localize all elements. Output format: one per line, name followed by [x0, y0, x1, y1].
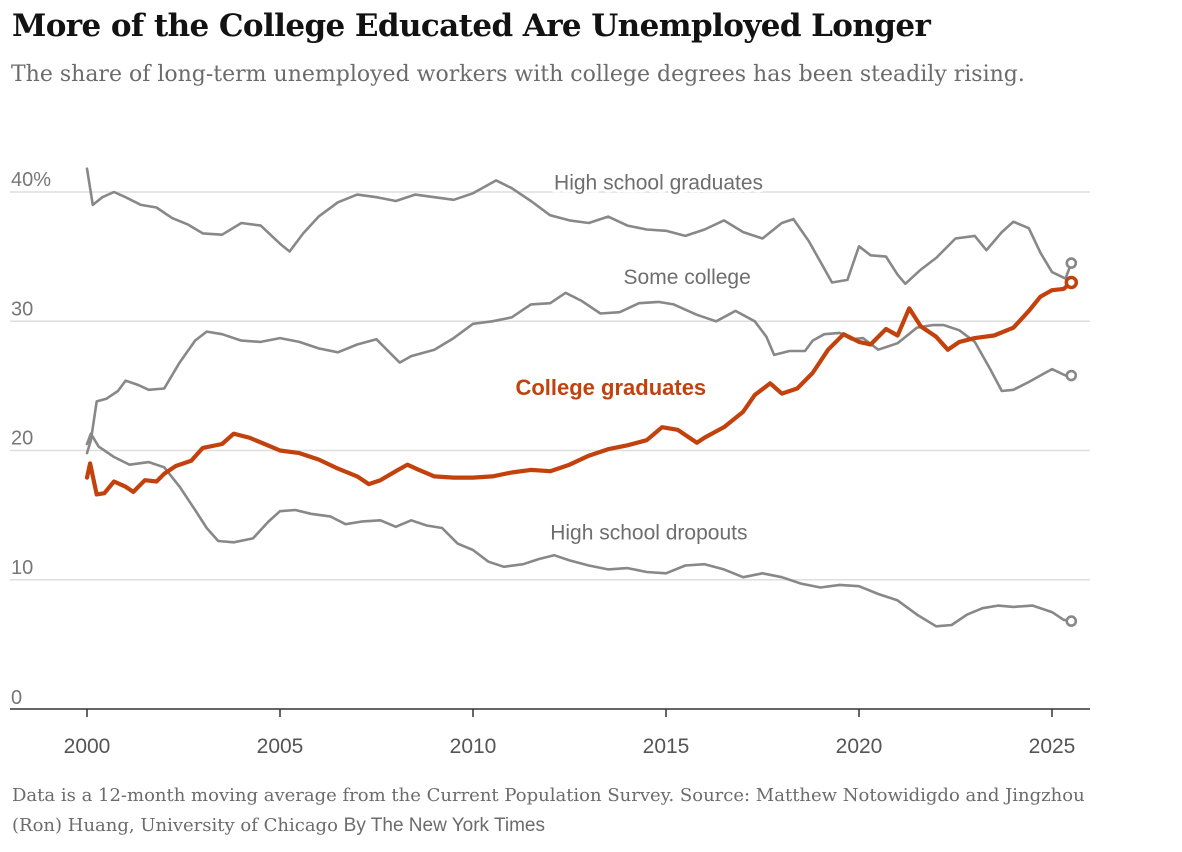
x-tick-label: 2010	[450, 735, 497, 758]
x-axis-ticks: 2000 2005 2010 2015 2020 2025	[64, 709, 1076, 758]
y-tick-label: 30	[11, 298, 33, 320]
chart-title: More of the College Educated Are Unemplo…	[12, 8, 931, 44]
x-tick-label: 2020	[836, 735, 883, 758]
chart-footnote: Data is a 12-month moving average from t…	[12, 781, 1112, 841]
y-tick-label: 0	[11, 687, 22, 709]
byline: By The New York Times	[343, 815, 546, 836]
series-label-some-college: Some college	[624, 266, 751, 289]
series-label-high-school-graduates: High school graduates	[554, 171, 763, 194]
series-lines	[84, 167, 1079, 628]
series-label-college-graduates: College graduates	[515, 375, 706, 400]
y-tick-label: 40%	[11, 169, 51, 191]
series-labels: High school graduates Some college High sc…	[515, 168, 766, 547]
y-tick-label: 10	[11, 557, 33, 579]
source-note: Data is a 12-month moving average from t…	[12, 785, 1085, 836]
end-point-college-graduates	[1064, 275, 1079, 290]
x-tick-label: 2000	[64, 735, 111, 758]
series-line-college-graduates	[84, 286, 1066, 497]
end-point-some-college	[1065, 369, 1078, 382]
end-point-high-school-graduates	[1065, 257, 1078, 269]
y-axis-ticks: 0 10 20 30 40%	[11, 169, 51, 709]
series-line-high-school-graduates	[85, 167, 1067, 286]
x-tick-label: 2005	[257, 735, 304, 758]
series-label-high-school-dropouts: High school dropouts	[550, 522, 747, 545]
y-tick-label: 20	[11, 428, 33, 450]
gridlines	[10, 191, 1090, 710]
x-tick-label: 2015	[643, 735, 690, 758]
end-point-high-school-dropouts	[1065, 615, 1078, 627]
x-tick-label: 2025	[1029, 735, 1076, 758]
chart-subtitle: The share of long-term unemployed worker…	[11, 62, 1025, 87]
series-line-high-school-dropouts	[85, 432, 1065, 628]
series-line-some-college	[85, 291, 1067, 455]
